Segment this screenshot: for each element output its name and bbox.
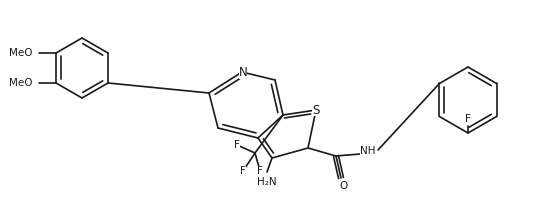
Text: MeO: MeO: [8, 48, 32, 58]
Text: F: F: [465, 114, 471, 124]
Text: F: F: [234, 140, 240, 150]
Text: N: N: [239, 67, 248, 80]
Text: S: S: [312, 103, 320, 116]
Text: NH: NH: [360, 146, 376, 156]
Text: O: O: [339, 181, 347, 191]
Text: F: F: [257, 166, 263, 176]
Text: H₂N: H₂N: [257, 177, 277, 187]
Text: MeO: MeO: [8, 78, 32, 88]
Text: F: F: [240, 166, 246, 176]
